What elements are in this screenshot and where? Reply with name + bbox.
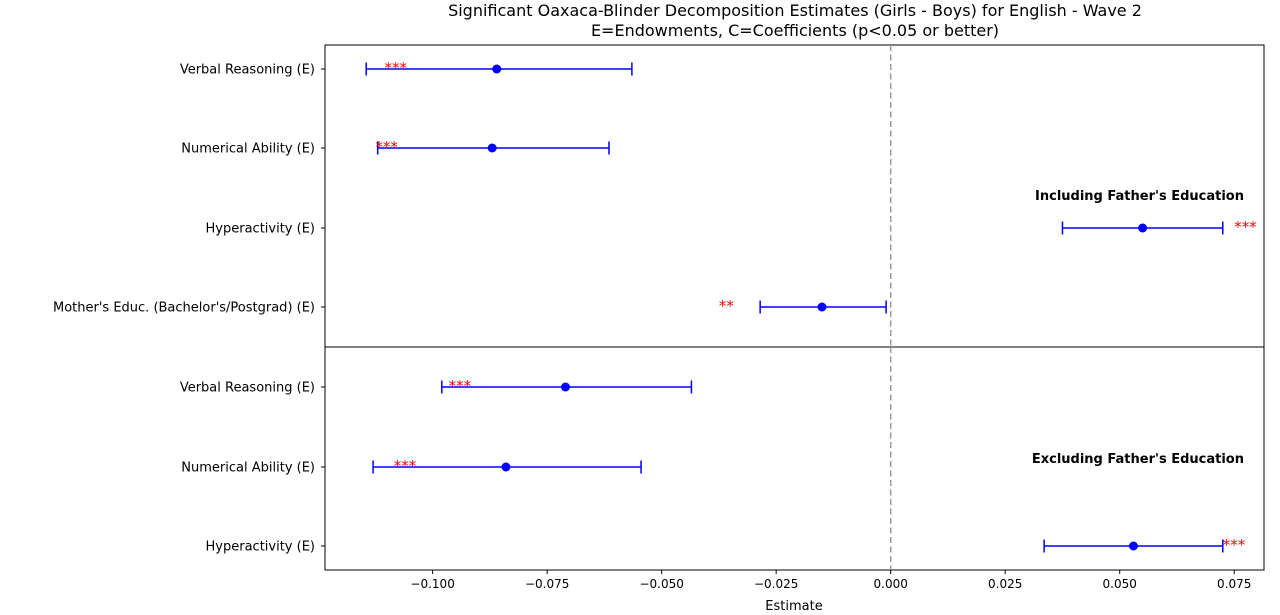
panel-frame [324, 346, 1265, 571]
chart-subtitle: E=Endowments, C=Coefficients (p<0.05 or … [591, 21, 999, 40]
y-tick-label: Verbal Reasoning (E) [180, 381, 315, 396]
x-tick-label: 0.000 [874, 577, 908, 591]
x-tick-label: −0.050 [639, 577, 683, 591]
x-tick-label: −0.075 [525, 577, 569, 591]
x-tick-label: 0.075 [1217, 577, 1251, 591]
significance-stars: *** [1223, 536, 1246, 554]
estimate-point [1138, 223, 1148, 233]
estimate-point [501, 462, 511, 472]
estimate-point [492, 64, 502, 74]
y-tick-label: Numerical Ability (E) [181, 142, 315, 157]
significance-stars: *** [449, 377, 472, 395]
estimate-point [560, 382, 570, 392]
x-tick-label: 0.025 [988, 577, 1022, 591]
significance-stars: ** [719, 297, 735, 315]
significance-stars: *** [375, 138, 398, 156]
panel-label: Excluding Father's Education [1032, 452, 1244, 467]
y-tick-label: Hyperactivity (E) [206, 222, 315, 237]
x-tick-label: −0.100 [410, 577, 454, 591]
x-tick-label: 0.050 [1103, 577, 1137, 591]
y-tick-label: Mother's Educ. (Bachelor's/Postgrad) (E) [53, 301, 315, 316]
chart-title: Significant Oaxaca-Blinder Decomposition… [448, 1, 1142, 20]
y-tick-label: Hyperactivity (E) [206, 540, 315, 555]
estimate-point [817, 302, 827, 312]
significance-stars: *** [394, 457, 417, 475]
significance-stars: *** [385, 59, 408, 77]
significance-stars: *** [1234, 218, 1257, 236]
estimate-point [1128, 541, 1138, 551]
y-tick-label: Numerical Ability (E) [181, 461, 315, 476]
x-axis-label: Estimate [765, 599, 822, 614]
plot-area: Including Father's Education Verbal Reaso… [53, 44, 1265, 591]
x-tick-label: −0.025 [754, 577, 798, 591]
estimate-point [487, 143, 497, 153]
panel-label: Including Father's Education [1035, 189, 1244, 204]
y-tick-label: Verbal Reasoning (E) [180, 63, 315, 78]
